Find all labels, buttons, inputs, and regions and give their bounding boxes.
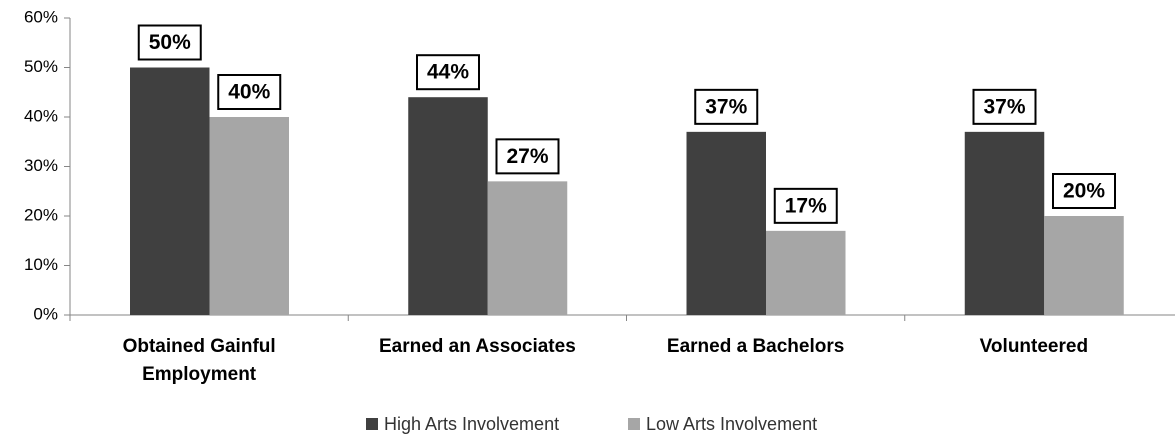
- bar: [964, 131, 1045, 315]
- value-label-box: [416, 54, 480, 91]
- value-label-box: [495, 138, 560, 175]
- x-tick-label: Earned an Associates: [378, 336, 576, 357]
- value-label-box: [694, 88, 759, 125]
- value-label-box: [773, 187, 838, 224]
- value-label: 37%: [705, 95, 747, 118]
- value-label-box: [1052, 173, 1116, 209]
- bar: [130, 67, 210, 315]
- value-label: 17%: [785, 194, 827, 217]
- value-label-box: [137, 24, 202, 61]
- value-label: 27%: [506, 145, 548, 168]
- value-label: 44%: [427, 61, 469, 84]
- legend-label: High Arts Involvement: [384, 414, 559, 434]
- value-label-box: [217, 74, 282, 110]
- bar: [209, 117, 289, 315]
- y-tick-label: 50%: [24, 57, 58, 76]
- x-tick-label: Volunteered: [979, 336, 1089, 357]
- legend-swatch: [628, 418, 640, 430]
- bar: [408, 97, 488, 315]
- y-tick-label: 40%: [24, 106, 58, 125]
- y-tick-label: 60%: [24, 7, 58, 26]
- value-label: 50%: [149, 31, 191, 54]
- legend-swatch: [366, 418, 378, 430]
- value-label: 37%: [983, 95, 1025, 118]
- x-tick-label: Earned a Bachelors: [666, 336, 845, 357]
- legend-label: Low Arts Involvement: [646, 414, 817, 434]
- y-tick-label: 30%: [24, 156, 58, 175]
- y-tick-label: 20%: [24, 205, 58, 224]
- bar: [1044, 216, 1124, 315]
- bar: [766, 230, 846, 315]
- value-label-box: [972, 88, 1037, 125]
- y-tick-label: 0%: [33, 304, 58, 323]
- value-label: 40%: [228, 81, 270, 104]
- x-tick-label: Obtained Gainful Employment: [122, 336, 276, 385]
- value-label: 20%: [1063, 180, 1105, 203]
- y-tick-label: 10%: [24, 255, 58, 274]
- bar: [487, 181, 568, 315]
- bar: [686, 131, 766, 315]
